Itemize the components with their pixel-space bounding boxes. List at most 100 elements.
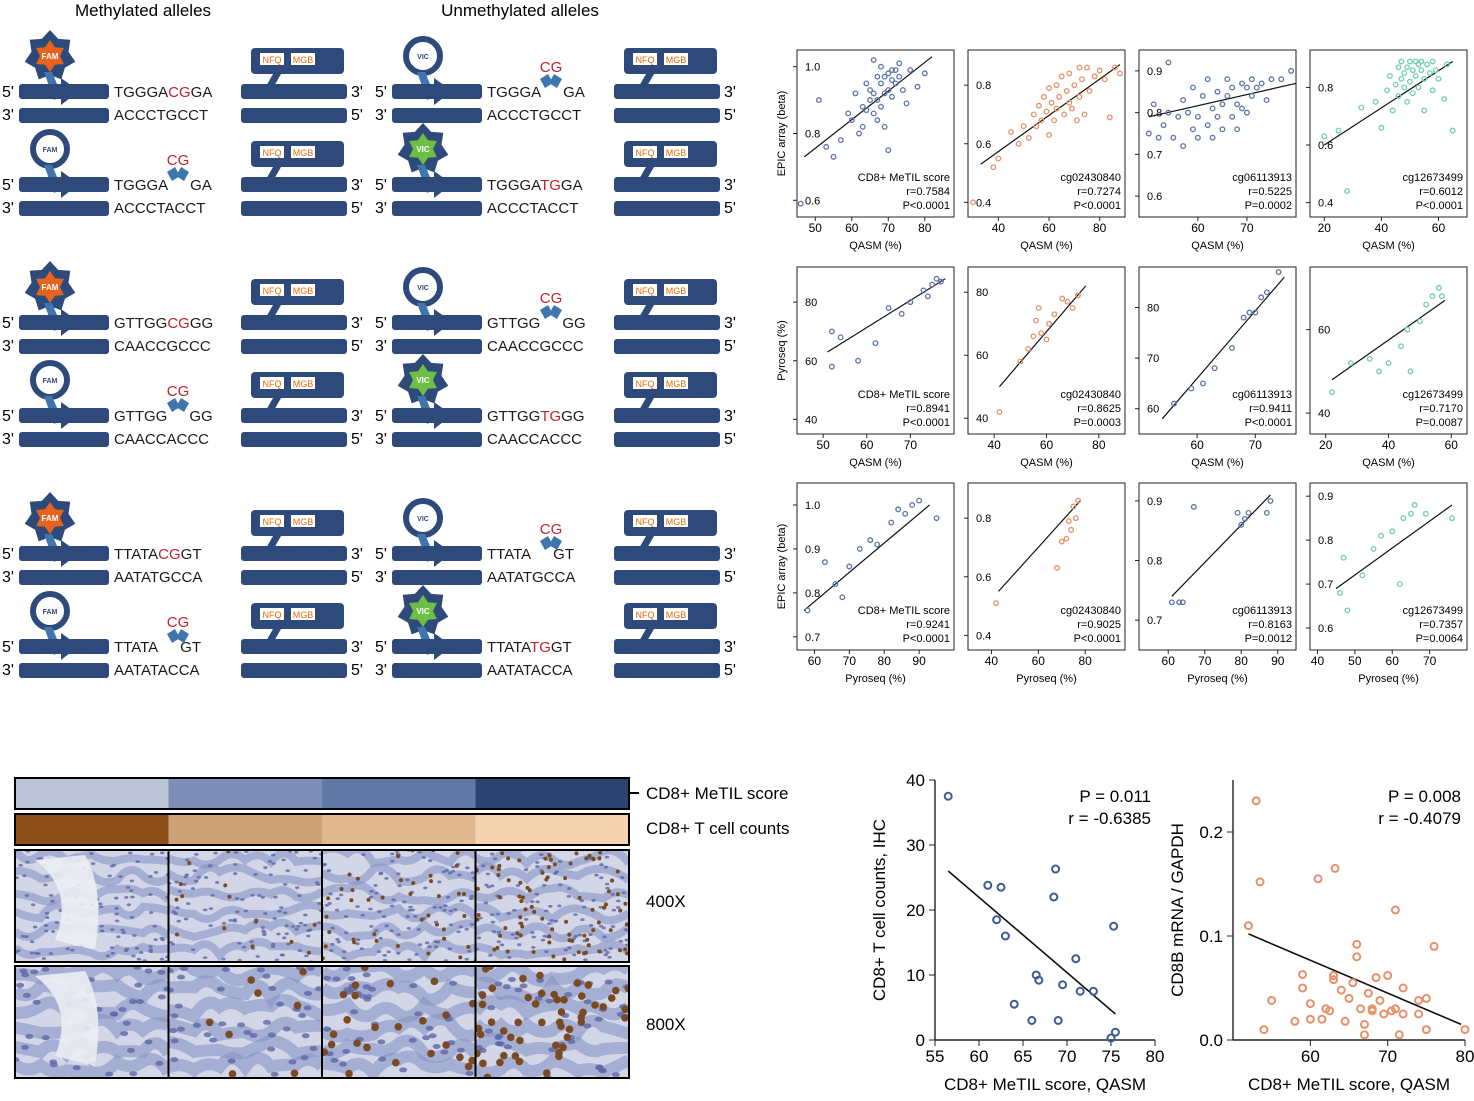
data-point — [859, 123, 866, 130]
tile-content — [15, 850, 169, 962]
nucleus — [450, 869, 456, 873]
data-point — [1412, 72, 1419, 79]
nucleus — [335, 937, 340, 941]
stats-annotation: cg06113913 — [1232, 389, 1292, 401]
nucleus — [110, 928, 115, 932]
y-tick-label: 0.4 — [976, 630, 991, 642]
nucleus — [268, 986, 277, 992]
data-point — [1245, 509, 1252, 516]
taqman-construct: VIC 5' NFQ MGB 3' GTTGGTGGG 3' CAACCACCC 5' — [375, 354, 736, 448]
nucleus — [208, 864, 213, 868]
data-point — [1313, 874, 1323, 884]
nucleus — [519, 983, 528, 989]
stats-annotation: P<0.0001 — [1245, 417, 1292, 429]
cd8-positive-cell — [574, 851, 579, 856]
x-tick-label: 70 — [1423, 654, 1437, 668]
data-point — [1053, 105, 1060, 112]
cd8-positive-cell — [372, 932, 377, 937]
data-point — [903, 100, 910, 107]
data-point — [1200, 380, 1206, 387]
y-tick-label: 1.0 — [805, 62, 820, 74]
y-tick-label: 0.7 — [1147, 149, 1162, 161]
nucleus — [316, 883, 321, 886]
data-point — [848, 117, 855, 124]
three-prime-label: 3' — [375, 338, 387, 355]
mismatch-right-icon — [549, 536, 562, 550]
cd8-positive-cell — [543, 1069, 551, 1077]
nucleus — [296, 924, 301, 928]
nucleus — [304, 954, 309, 958]
data-point — [1385, 360, 1392, 366]
cd8-positive-cell — [529, 904, 534, 909]
cd8-positive-cell — [498, 933, 503, 938]
cd8-positive-cell — [456, 1053, 464, 1062]
nucleus — [168, 941, 173, 944]
y-tick-label: 0.6 — [976, 572, 991, 584]
x-tick-label: 70 — [1058, 1047, 1077, 1066]
scatter-plot: 40 60 80 40 60 80 cg02430840 r=0.8625 P=0.0003 QA… — [964, 266, 1126, 469]
data-point — [1051, 311, 1058, 318]
x-tick-label: 60 — [1042, 221, 1056, 235]
x-axis-label: CD8+ MeTIL score, QASM — [944, 1075, 1146, 1094]
x-tick-label: 70 — [843, 654, 857, 668]
nucleus — [447, 871, 453, 875]
mgb-label: MGB — [666, 379, 687, 389]
data-point — [874, 73, 881, 80]
data-point — [1190, 503, 1197, 510]
nucleus — [262, 1019, 271, 1025]
data-point — [1155, 134, 1162, 141]
plot-frame — [967, 482, 1126, 651]
cpg-site-label: CG — [540, 290, 563, 307]
five-prime-label: 5' — [351, 569, 363, 586]
nfq-label: NFQ — [263, 610, 282, 620]
cd8-positive-cell — [584, 856, 589, 861]
nucleus — [328, 892, 333, 896]
y-tick-label: 0.9 — [1147, 496, 1162, 508]
five-prime-label: 5' — [724, 662, 736, 679]
probe-top-bar — [614, 639, 720, 654]
cd8-positive-cell — [596, 920, 601, 925]
nucleus — [32, 999, 41, 1005]
cd8-positive-cell — [518, 933, 523, 938]
nucleus — [595, 1065, 604, 1071]
nucleus — [184, 873, 190, 877]
data-point — [1224, 92, 1231, 99]
x-tick-label: 80 — [918, 221, 932, 235]
mgb-label-bg — [291, 515, 315, 527]
nucleus — [152, 924, 157, 928]
nucleus — [376, 950, 382, 953]
plot-frame — [1138, 49, 1297, 218]
data-point — [1243, 921, 1253, 931]
x-tick-label: 40 — [1382, 438, 1396, 452]
five-prime-label: 5' — [375, 84, 387, 101]
data-point — [1053, 1016, 1063, 1025]
nfq-label: NFQ — [263, 55, 282, 65]
primer-bottom-bar — [19, 663, 109, 678]
data-point — [1204, 122, 1211, 129]
cd8-positive-cell — [552, 1041, 560, 1050]
nucleus — [221, 966, 230, 972]
nucleus — [301, 1033, 310, 1039]
primer-bottom-bar — [19, 201, 109, 216]
y-tick-label: 0.7 — [1147, 615, 1162, 627]
cd8-positive-cell — [347, 872, 352, 877]
probe-top-bar — [241, 315, 347, 330]
mgb-label-bg — [664, 53, 688, 65]
cd8-positive-cell — [492, 947, 497, 952]
data-point — [1267, 995, 1277, 1005]
nucleus — [215, 881, 220, 884]
y-tick-label: 0.8 — [976, 80, 991, 92]
nucleus — [336, 940, 342, 944]
nucleus — [409, 983, 418, 989]
three-prime-label: 3' — [375, 200, 387, 217]
cd8-positive-cell — [339, 990, 348, 999]
tcell-count-segment — [15, 814, 169, 845]
nucleus — [548, 904, 553, 908]
nucleus — [374, 891, 379, 895]
y-tick-label: 0.6 — [976, 139, 991, 151]
data-point — [1252, 309, 1259, 316]
cd8-positive-cell — [478, 991, 487, 999]
epithelium-band — [475, 940, 629, 960]
data-point — [1076, 64, 1083, 71]
regression-line — [998, 500, 1081, 592]
